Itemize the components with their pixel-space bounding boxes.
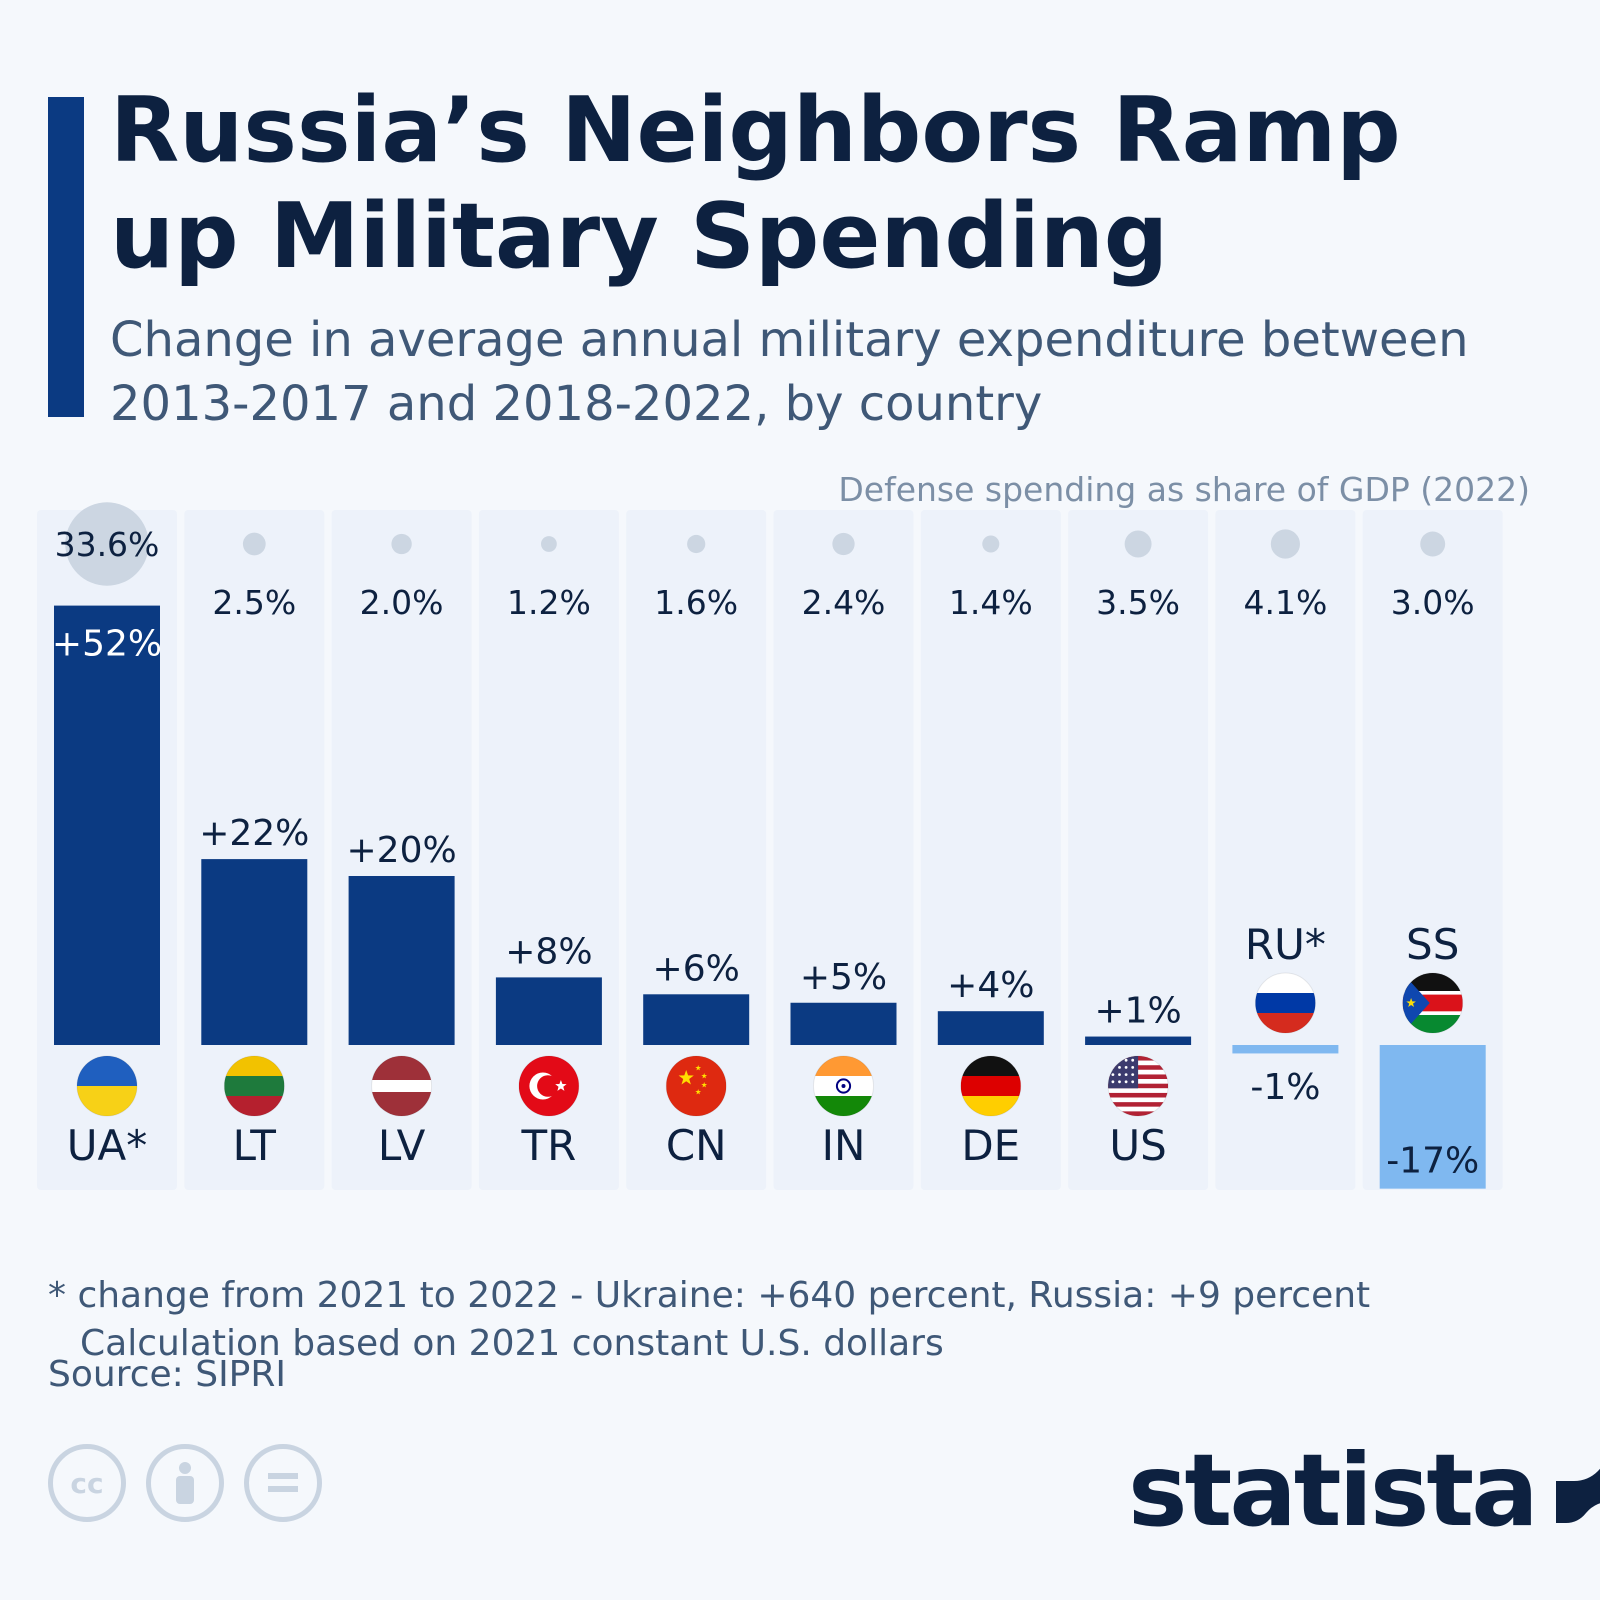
chart-subtitle: Change in average annual military expend… — [110, 312, 1469, 432]
category-label: DE — [961, 1121, 1020, 1170]
bar — [1232, 1045, 1339, 1054]
gdp-legend-label: Defense spending as share of GDP (2022) — [838, 470, 1530, 509]
footnote: * change from 2021 to 2022 - Ukraine: +6… — [48, 1272, 1548, 1368]
bar — [54, 605, 160, 1045]
gdp-bubble — [832, 532, 855, 556]
south-sudan-flag-icon — [1402, 972, 1464, 1034]
bar — [201, 859, 308, 1045]
license-icons: cc — [48, 1444, 322, 1522]
gdp-bubble — [1124, 530, 1152, 558]
bar-value-label: +52% — [52, 624, 162, 665]
category-column — [1215, 510, 1356, 1190]
bar-value-label: +1% — [1094, 991, 1181, 1032]
bar — [348, 876, 455, 1045]
gdp-label: 2.4% — [802, 583, 886, 622]
category-label: SS — [1406, 920, 1459, 969]
category-label: LT — [233, 1121, 277, 1170]
cc-icon: cc — [48, 1444, 126, 1522]
category-label: TR — [520, 1121, 576, 1170]
bar-value-label: +4% — [947, 965, 1034, 1006]
gdp-bubble — [687, 534, 706, 554]
category-label: CN — [666, 1121, 727, 1170]
no-derivatives-icon — [244, 1444, 322, 1522]
bar-value-label: +22% — [199, 813, 309, 854]
bar-value-label: +8% — [505, 931, 592, 972]
footnote-line-1: * change from 2021 to 2022 - Ukraine: +6… — [48, 1275, 1371, 1316]
gdp-bubble — [1270, 529, 1300, 559]
gdp-label: 3.5% — [1096, 583, 1180, 622]
gdp-bubble — [541, 536, 557, 552]
category-column — [1362, 510, 1503, 1190]
bar — [643, 994, 750, 1045]
china-flag-icon — [665, 1055, 727, 1117]
latvia-flag-icon — [371, 1055, 433, 1117]
bar — [1379, 1045, 1486, 1189]
gdp-bubble — [242, 532, 266, 556]
category-label: IN — [822, 1121, 866, 1170]
chart-title: Russia’s Neighbors Ramp up Military Spen… — [110, 78, 1401, 289]
usa-flag-icon — [1107, 1055, 1169, 1117]
gdp-label: 3.0% — [1391, 583, 1475, 622]
germany-flag-icon — [960, 1055, 1022, 1117]
bar — [495, 977, 602, 1045]
bar-chart: 33.6% +52% UA* 2.5% +22% LT 2.0% +20% LV 1.2% +8% T… — [37, 502, 1503, 1190]
gdp-bubble — [391, 533, 412, 555]
lithuania-flag-icon — [223, 1055, 285, 1117]
title-accent-bar — [48, 97, 84, 417]
attribution-icon — [146, 1444, 224, 1522]
bar-value-label: -1% — [1250, 1067, 1320, 1108]
gdp-label: 1.4% — [949, 583, 1033, 622]
category-label: LV — [378, 1121, 426, 1170]
category-label: US — [1109, 1121, 1166, 1170]
gdp-label: 1.2% — [507, 583, 591, 622]
ukraine-flag-icon — [76, 1055, 138, 1117]
statista-logo-icon — [1555, 1450, 1600, 1531]
gdp-label: 1.6% — [654, 583, 738, 622]
gdp-label: 33.6% — [55, 525, 160, 564]
bar-value-label: +5% — [800, 957, 887, 998]
india-flag-icon — [813, 1055, 874, 1117]
gdp-bubble — [982, 535, 1000, 553]
gdp-label: 4.1% — [1243, 583, 1327, 622]
gdp-bubble — [1420, 531, 1446, 557]
turkey-flag-icon — [518, 1055, 580, 1117]
category-label: RU* — [1245, 920, 1326, 969]
bar — [790, 1002, 897, 1045]
category-column — [1068, 510, 1209, 1190]
russia-flag-icon — [1254, 972, 1316, 1034]
bar — [1085, 1036, 1192, 1045]
bar-value-label: +20% — [347, 830, 457, 871]
category-label: UA* — [67, 1121, 147, 1170]
brand-name: statista — [1128, 1432, 1539, 1549]
statista-brand: statista — [1128, 1432, 1600, 1549]
gdp-label: 2.5% — [212, 583, 296, 622]
bar-value-label: -17% — [1386, 1141, 1479, 1182]
bar — [937, 1011, 1044, 1045]
gdp-label: 2.0% — [360, 583, 444, 622]
source-label: Source: SIPRI — [48, 1354, 287, 1395]
bar-value-label: +6% — [653, 948, 740, 989]
gdp-bubble — [65, 502, 149, 586]
footnote-line-2: Calculation based on 2021 constant U.S. … — [80, 1323, 944, 1364]
